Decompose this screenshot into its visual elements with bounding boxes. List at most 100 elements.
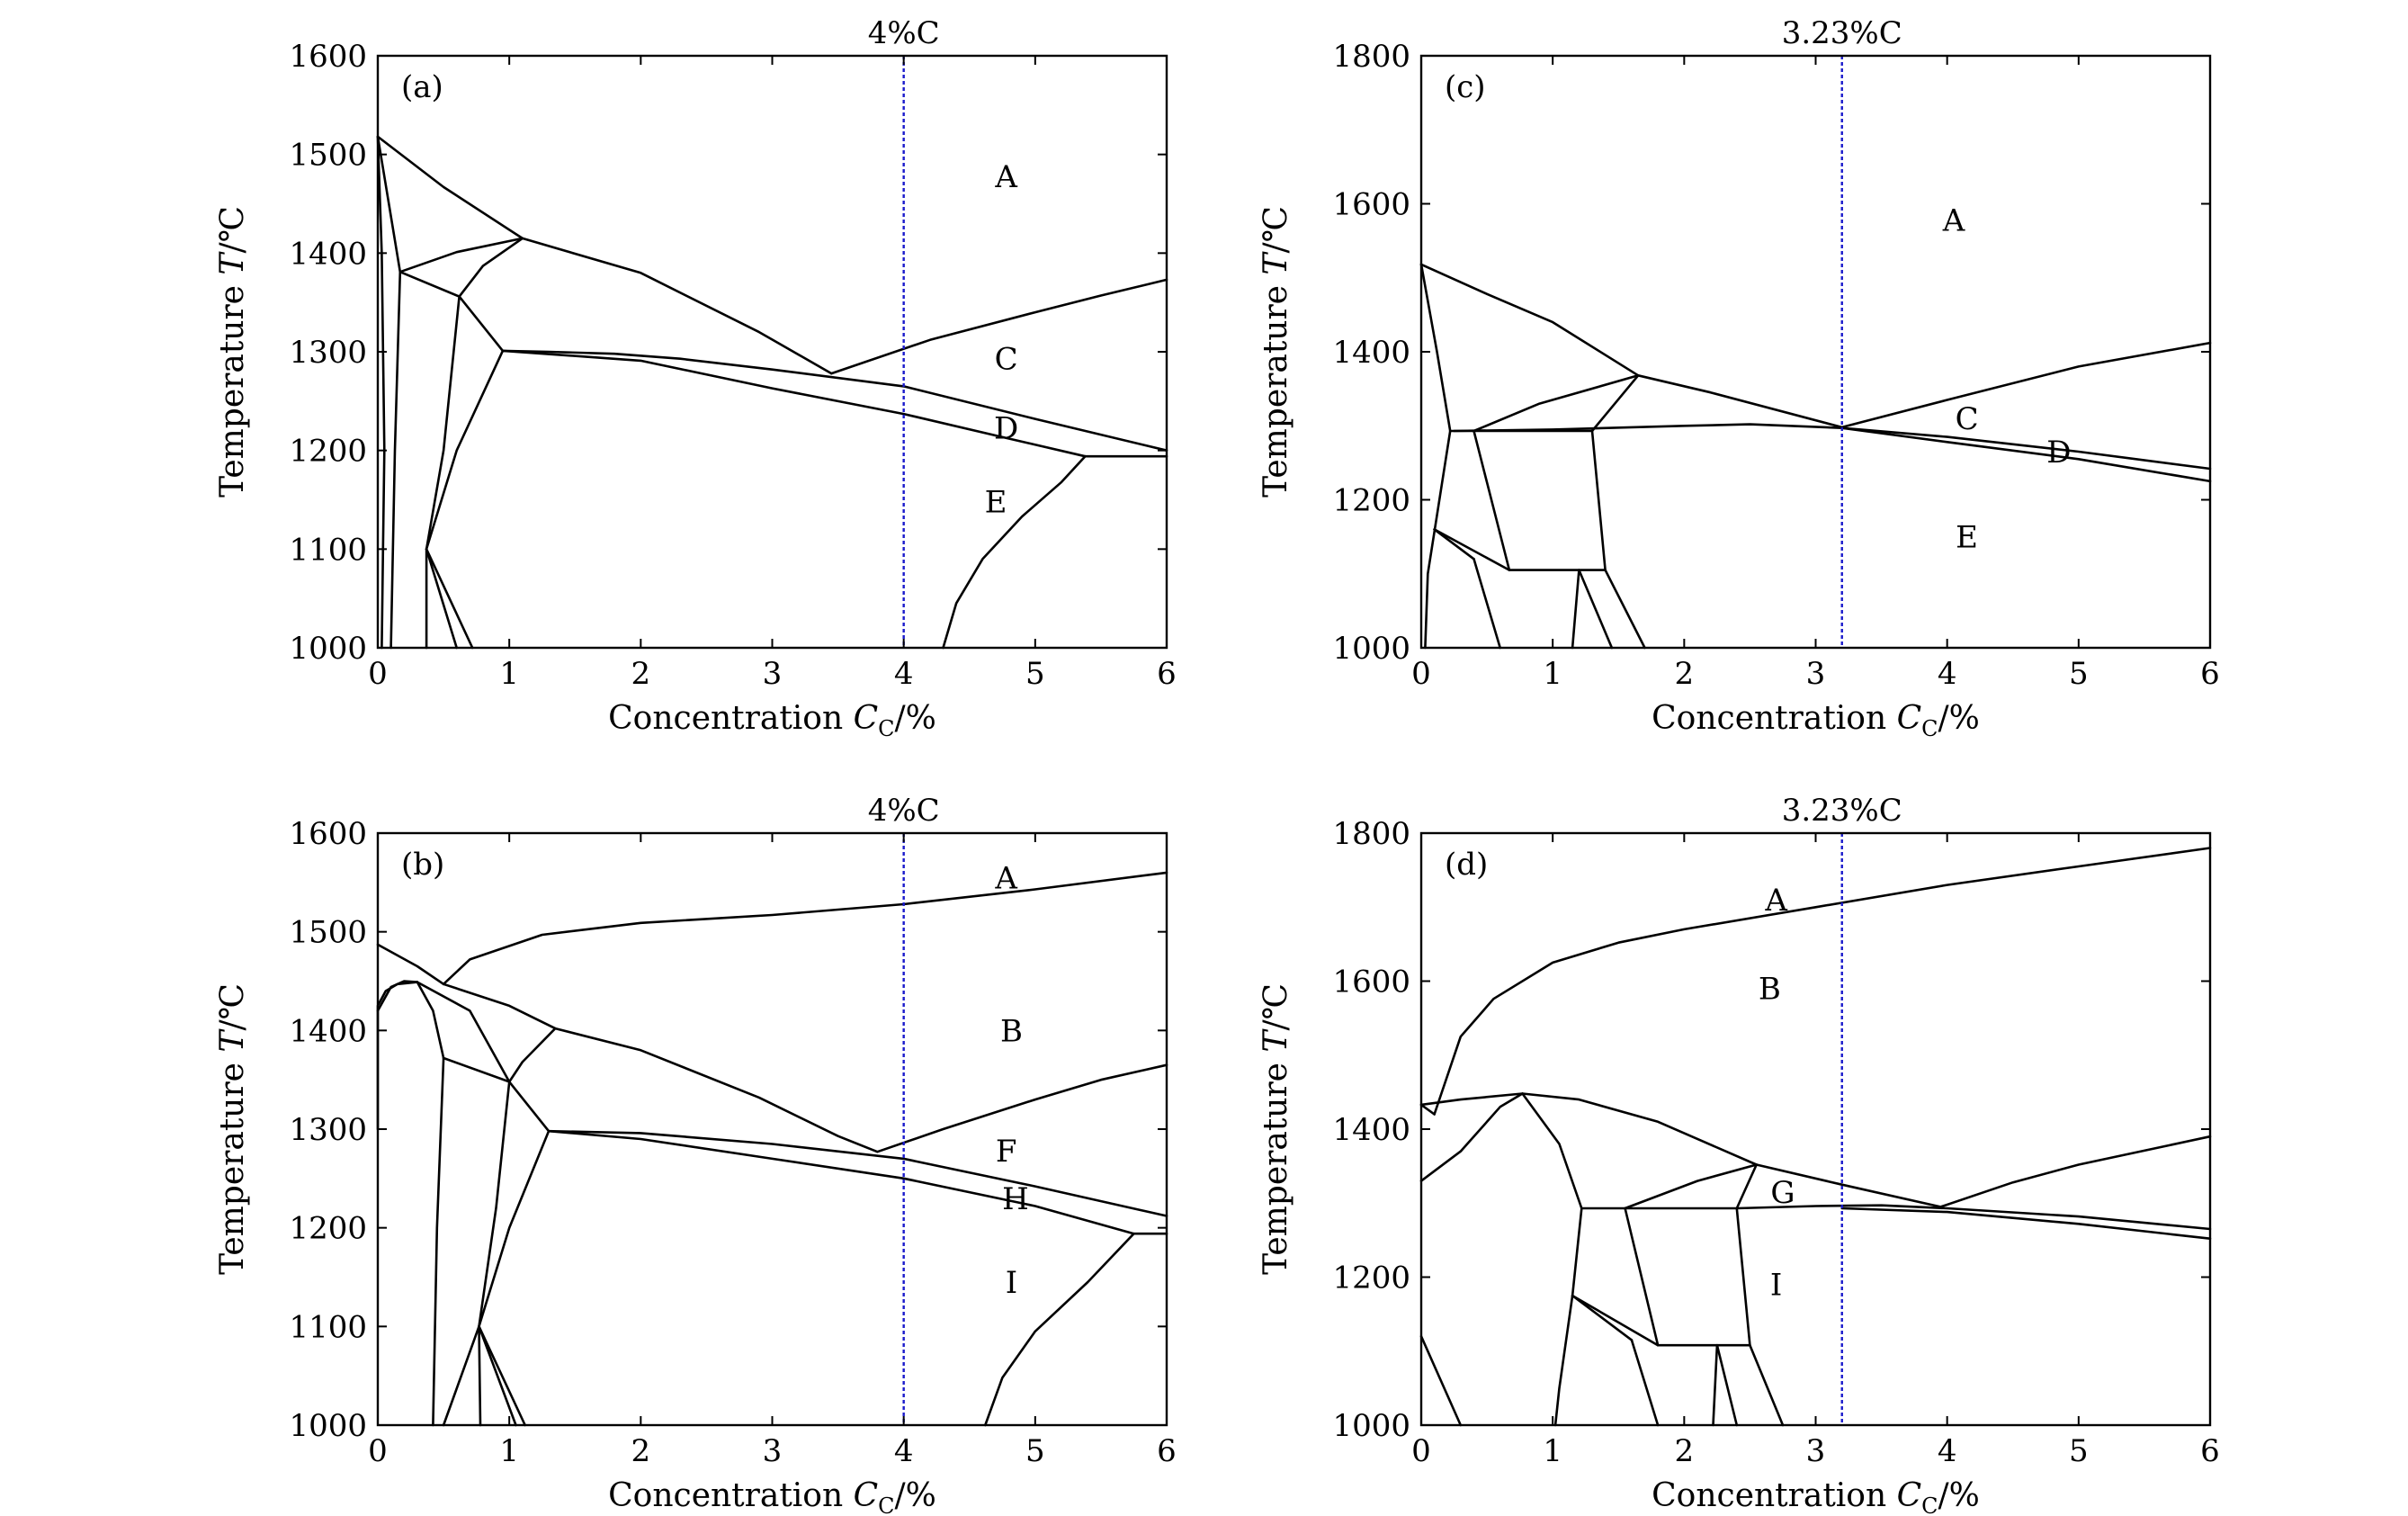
y-tick-label: 1000 <box>289 631 367 667</box>
x-axis-title: Concentration CC/% <box>1652 1477 1980 1516</box>
phase-boundary-line <box>1939 1135 2212 1208</box>
x-tick-label: 2 <box>631 1433 651 1469</box>
y-tick-label: 1000 <box>289 1408 367 1444</box>
panel-d: 3.23%C 0 1 2 3 4 5 6 1000 1200 1400 1600 1800 Concent… <box>1258 793 2220 1516</box>
x-tick-label: 2 <box>631 656 651 692</box>
phase-region-label: C <box>995 342 1018 378</box>
y-tick-label: 1400 <box>289 1013 367 1049</box>
phase-region-label: H <box>1002 1181 1029 1217</box>
phase-boundary-line <box>1433 847 2212 1116</box>
plot-frame <box>1419 54 2212 650</box>
phase-boundary-line <box>1553 1294 1574 1427</box>
phase-boundary-line <box>458 237 524 298</box>
phase-region-label: D <box>994 410 1018 446</box>
phase-region-label: D <box>2046 435 2071 471</box>
plot-frame <box>376 54 1168 650</box>
x-tick-label: 0 <box>368 656 388 692</box>
y-tick-label: 1800 <box>1332 39 1410 75</box>
phase-region-label: I <box>1770 1268 1782 1304</box>
phase-boundary-line <box>478 1129 551 1328</box>
panel-label: (b) <box>401 847 444 883</box>
x-tick-label: 1 <box>499 1433 519 1469</box>
phase-region-label: C <box>1956 401 1979 437</box>
x-tick-label: 6 <box>2200 656 2220 692</box>
phase-boundary-line <box>1473 374 1640 433</box>
y-tick-label: 1000 <box>1332 631 1410 667</box>
phase-boundary-line <box>1712 1343 1719 1427</box>
phase-boundary-line <box>1453 423 2212 471</box>
phase-boundary-line <box>478 1325 526 1427</box>
phase-boundary-line <box>1604 569 1646 650</box>
phase-region-label: A <box>994 860 1017 896</box>
phase-boundary-line <box>501 349 1087 458</box>
x-tick-label: 6 <box>1157 656 1177 692</box>
y-tick-label: 1800 <box>1332 816 1410 852</box>
x-tick-label: 3 <box>763 656 783 692</box>
phase-boundary-line <box>1749 1343 1785 1427</box>
phase-region-label: A <box>994 159 1017 195</box>
y-tick-label: 1200 <box>1332 483 1410 519</box>
y-tick-label: 1400 <box>289 236 367 272</box>
x-tick-label: 3 <box>1806 656 1826 692</box>
phase-boundary-line <box>1433 528 1475 561</box>
phase-boundary-line <box>942 454 1087 650</box>
phase-boundary-line <box>478 1325 482 1427</box>
phase-boundary-line <box>442 1056 511 1083</box>
reference-line-label: 4%C <box>868 793 940 829</box>
y-tick-label: 1600 <box>289 816 367 852</box>
x-tick-label: 3 <box>763 1433 783 1469</box>
x-tick-label: 3 <box>1806 1433 1826 1469</box>
x-tick-label: 5 <box>2069 1433 2089 1469</box>
phase-boundary-line <box>1473 558 1501 650</box>
y-tick-label: 1200 <box>1332 1260 1410 1296</box>
reference-line-label: 3.23%C <box>1782 15 1902 51</box>
panel-b: 4%C 0 1 2 3 4 5 6 1000 1100 1200 1300 1400 1500 1600 Co… <box>214 793 1177 1516</box>
phase-boundary-line <box>442 871 1168 986</box>
y-tick-label: 1400 <box>1332 1112 1410 1148</box>
y-axis-title: Temperature T/℃ <box>214 983 251 1275</box>
phase-region-label: E <box>985 485 1007 521</box>
phase-boundary-line <box>1840 426 2212 483</box>
phase-boundary-line <box>376 981 419 1131</box>
phase-region-label: I <box>1006 1265 1017 1301</box>
x-axis-title: Concentration CC/% <box>608 700 936 741</box>
phase-boundary-line <box>1715 1343 1739 1427</box>
phase-boundary-line <box>547 1129 1135 1235</box>
y-axis-title: Temperature T/℃ <box>1258 206 1294 498</box>
y-axis-title: Temperature T/℃ <box>214 206 251 498</box>
phase-boundary-line <box>1624 1163 1758 1210</box>
phase-boundary-line <box>1433 528 1511 571</box>
x-tick-label: 4 <box>1938 656 1957 692</box>
phase-boundary-line <box>1755 1163 1942 1208</box>
x-tick-label: 1 <box>1543 656 1562 692</box>
x-tick-label: 0 <box>368 1433 388 1469</box>
phase-boundary-line <box>1571 1294 1634 1341</box>
reference-line-label: 4%C <box>868 15 940 51</box>
x-axis-title: Concentration CC/% <box>608 1477 936 1516</box>
phase-boundary-line <box>389 270 402 650</box>
x-tick-label: 0 <box>1411 1433 1431 1469</box>
phase-boundary-line <box>1571 1207 1583 1297</box>
phase-boundary-line <box>1571 1294 1660 1347</box>
phase-region-label: B <box>1759 972 1781 1008</box>
phase-boundary-line <box>1424 429 1452 650</box>
y-tick-label: 1000 <box>1332 1408 1410 1444</box>
phase-boundary-line <box>442 1325 480 1427</box>
phase-boundary-line <box>416 981 511 1083</box>
phase-boundary-line <box>416 981 445 1060</box>
y-tick-label: 1200 <box>289 1211 367 1247</box>
phase-boundary-line <box>1735 1207 1751 1347</box>
phase-boundary-line <box>1419 1092 1524 1182</box>
y-tick-label: 1600 <box>1332 187 1410 223</box>
x-tick-label: 1 <box>1543 1433 1562 1469</box>
reference-line-label: 3.23%C <box>1782 793 1902 829</box>
phase-boundary-line <box>398 237 524 274</box>
phase-boundary-line <box>432 1056 445 1427</box>
phase-boundary-line <box>547 1129 1168 1217</box>
phase-region-label: A <box>1942 203 1965 239</box>
phase-boundary-line <box>1630 1339 1660 1427</box>
phase-boundary-line <box>984 1232 1135 1427</box>
phase-boundary-line <box>1590 429 1607 571</box>
phase-boundary-line <box>1590 374 1640 433</box>
phase-boundary-line <box>1419 263 1452 433</box>
